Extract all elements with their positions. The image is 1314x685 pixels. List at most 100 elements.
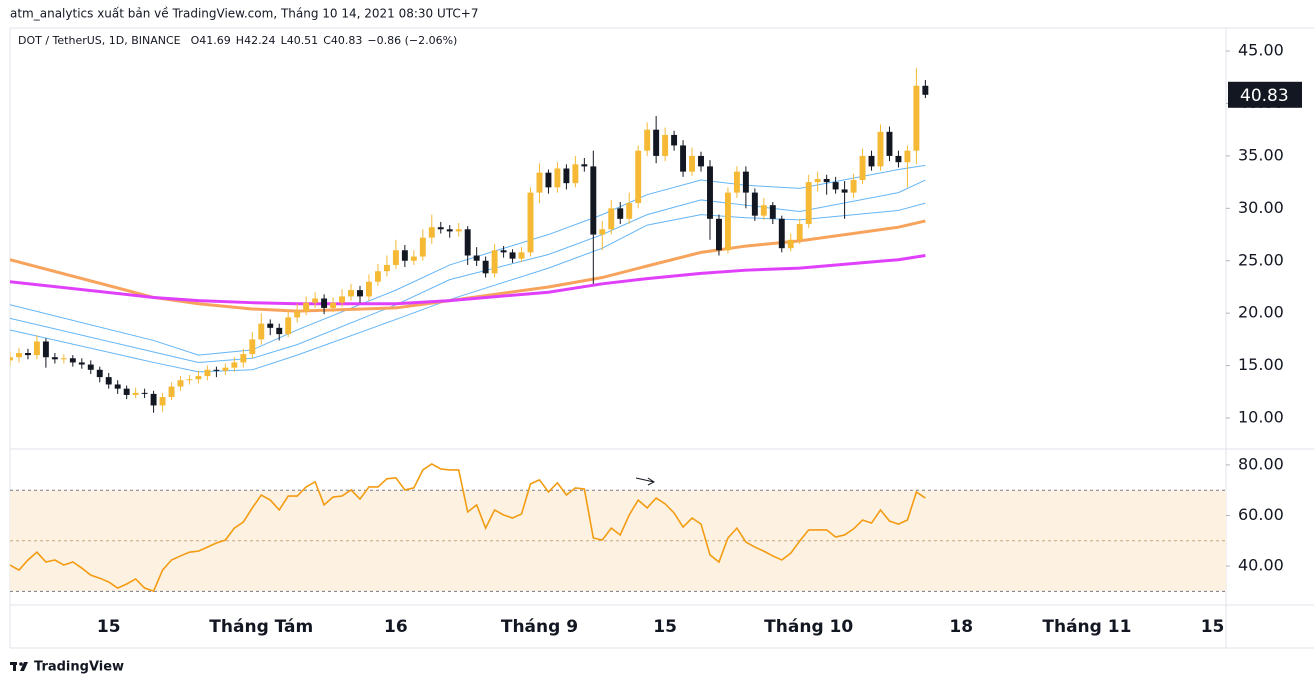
candle-body — [374, 271, 381, 282]
candle-body — [599, 229, 606, 235]
y-tick-label: 25.00 — [1238, 250, 1284, 269]
candle-body — [581, 164, 588, 167]
y-tick-label: 30.00 — [1238, 198, 1284, 217]
candle-body — [617, 208, 624, 219]
rsi-line — [10, 462, 926, 593]
candle-body — [707, 166, 713, 219]
candle-body — [545, 172, 552, 188]
candle-body — [500, 250, 507, 253]
candle-body — [132, 392, 139, 395]
candle-body — [473, 255, 480, 261]
candle-body — [240, 354, 247, 363]
candle-body — [204, 369, 211, 377]
x-tick-label: 15 — [653, 617, 677, 637]
candle-body — [87, 364, 94, 370]
x-tick-label: Tháng 10 — [764, 617, 853, 637]
candle-body — [258, 323, 265, 340]
x-tick-label: 15 — [1201, 617, 1225, 637]
legend-change: −0.86 (−2.06%) — [367, 34, 457, 47]
candle-body — [141, 392, 148, 394]
candle-body — [841, 189, 848, 193]
y-tick-label: 60.00 — [1238, 505, 1284, 524]
candle-body — [482, 260, 489, 274]
last-price-box — [1228, 81, 1302, 108]
candle-body — [42, 341, 49, 358]
legend-value: C40.83 — [323, 34, 362, 47]
candle-body — [348, 290, 354, 297]
candle-body — [366, 281, 372, 297]
candle-body — [401, 250, 408, 261]
candle-body — [778, 218, 785, 249]
candle-body — [96, 369, 103, 378]
y-tick-label: 15.00 — [1238, 355, 1284, 374]
candle-body — [913, 85, 920, 151]
candle-body — [698, 155, 704, 167]
candle-body — [823, 178, 830, 183]
candle-body — [105, 377, 112, 385]
candle-body — [563, 168, 570, 184]
y-tick-label: 45.00 — [1238, 41, 1284, 60]
candle-body — [303, 302, 310, 312]
candle-body — [715, 218, 722, 251]
moving-average — [10, 254, 926, 306]
candle-body — [10, 357, 13, 361]
candle-body — [410, 256, 417, 261]
candle-body — [922, 85, 929, 95]
candle-body — [159, 397, 166, 406]
x-tick-label: Tháng 9 — [501, 617, 578, 637]
candle-body — [446, 229, 453, 232]
candle-body — [186, 379, 193, 381]
legend-value: L40.51 — [281, 34, 319, 47]
price-pane — [10, 67, 929, 413]
candle-body — [895, 155, 902, 163]
legend: DOT / TetherUS, 1D, BINANCE O41.69 H42.24 L… — [18, 34, 457, 47]
legend-value: O41.69 — [191, 34, 231, 47]
candle-body — [392, 250, 399, 265]
candle-body — [114, 384, 121, 389]
y-tick-label: 10.00 — [1238, 408, 1284, 427]
candle-body — [69, 358, 76, 363]
legend-value: H42.24 — [236, 34, 276, 47]
candle-body — [787, 239, 794, 249]
candle-body — [231, 362, 238, 368]
candle-body — [671, 134, 678, 146]
logo — [10, 662, 28, 671]
candle-body — [904, 150, 911, 163]
y-tick-label: 80.00 — [1238, 454, 1284, 473]
candle-body — [267, 323, 274, 328]
publish-info: atm_analytics xuất bản về TradingView.co… — [10, 7, 478, 21]
candle-body — [518, 252, 525, 259]
candle-body — [321, 298, 328, 308]
candle-body — [195, 376, 202, 380]
candle-body — [554, 168, 561, 188]
candle-body — [742, 171, 749, 193]
candle-body — [24, 353, 31, 356]
candle-body — [60, 358, 67, 360]
candle-body — [419, 237, 426, 257]
candle-body — [760, 205, 767, 216]
candle-body — [16, 353, 22, 358]
moving-average — [10, 164, 926, 356]
candle-body — [150, 393, 157, 406]
candle-body — [177, 380, 184, 387]
candle-body — [428, 227, 435, 238]
y-tick-label: 35.00 — [1238, 145, 1284, 164]
candle-body — [733, 171, 740, 193]
candle-body — [814, 178, 821, 183]
candle-body — [859, 155, 866, 181]
candle-body — [769, 205, 776, 219]
candle-body — [330, 302, 337, 308]
y-tick-label: 20.00 — [1238, 303, 1284, 322]
candle-body — [751, 192, 758, 216]
candle-body — [868, 155, 875, 167]
candle-body — [464, 229, 471, 256]
x-tick-label: 18 — [949, 617, 973, 637]
candle-body — [527, 192, 534, 253]
symbol: DOT / TetherUS, 1D, BINANCE — [18, 34, 181, 47]
candle-body — [572, 164, 579, 184]
candle-body — [213, 369, 220, 371]
candle-body — [455, 229, 462, 232]
candle-body — [662, 134, 669, 156]
candle-body — [294, 311, 301, 318]
